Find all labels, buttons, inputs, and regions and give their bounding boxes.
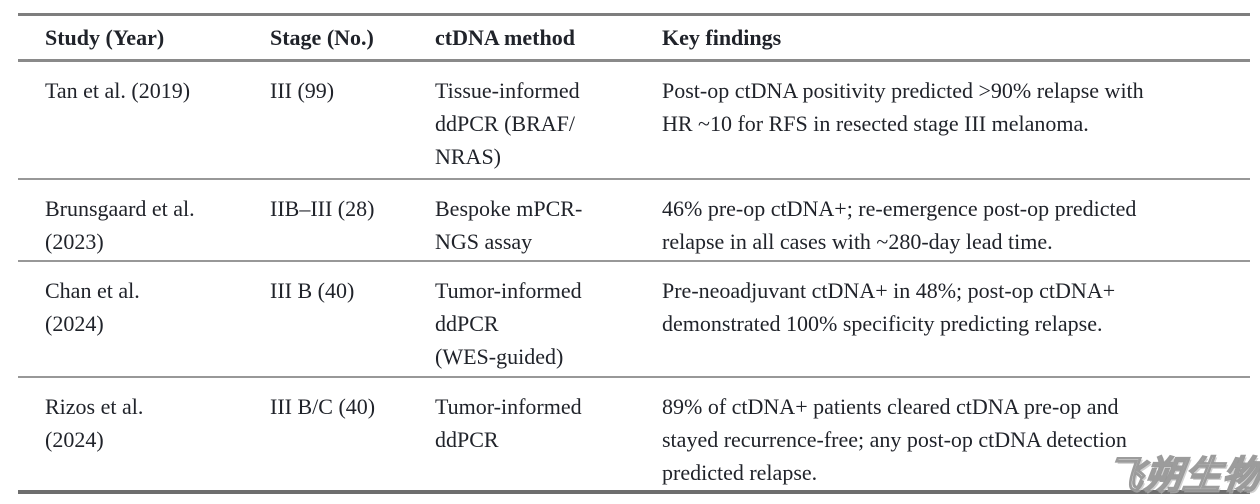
table-header-row: Study (Year) Stage (No.) ctDNA method Ke…: [18, 13, 1250, 62]
cell-stage: III B (40): [270, 260, 435, 378]
cell-findings: 89% of ctDNA+ patients cleared ctDNA pre…: [662, 376, 1250, 494]
ctdna-studies-table: Study (Year) Stage (No.) ctDNA method Ke…: [18, 13, 1250, 494]
cell-method: Tissue-informed ddPCR (BRAF/ NRAS): [435, 60, 662, 180]
cell-stage: III (99): [270, 60, 435, 180]
cell-study: Tan et al. (2019): [18, 60, 270, 180]
column-header-stage: Stage (No.): [270, 13, 435, 62]
column-header-key-findings: Key findings: [662, 13, 1250, 62]
column-header-ctdna-method: ctDNA method: [435, 13, 662, 62]
cell-stage: III B/C (40): [270, 376, 435, 494]
table-row: Tan et al. (2019) III (99) Tissue-inform…: [18, 60, 1250, 180]
table-row: Brunsgaard et al. (2023) IIB–III (28) Be…: [18, 178, 1250, 262]
cell-method: Tumor-informed ddPCR: [435, 376, 662, 494]
cell-findings: Pre-neoadjuvant ctDNA+ in 48%; post-op c…: [662, 260, 1250, 378]
cell-study: Brunsgaard et al. (2023): [18, 178, 270, 262]
table-row: Chan et al. (2024) III B (40) Tumor-info…: [18, 260, 1250, 378]
cell-findings: Post-op ctDNA positivity predicted >90% …: [662, 60, 1250, 180]
column-header-study: Study (Year): [18, 13, 270, 62]
cell-findings: 46% pre-op ctDNA+; re-emergence post-op …: [662, 178, 1250, 262]
cell-study: Rizos et al. (2024): [18, 376, 270, 494]
cell-stage: IIB–III (28): [270, 178, 435, 262]
cell-method: Bespoke mPCR- NGS assay: [435, 178, 662, 262]
table-row: Rizos et al. (2024) III B/C (40) Tumor-i…: [18, 376, 1250, 494]
cell-method: Tumor-informed ddPCR (WES-guided): [435, 260, 662, 378]
cell-study: Chan et al. (2024): [18, 260, 270, 378]
